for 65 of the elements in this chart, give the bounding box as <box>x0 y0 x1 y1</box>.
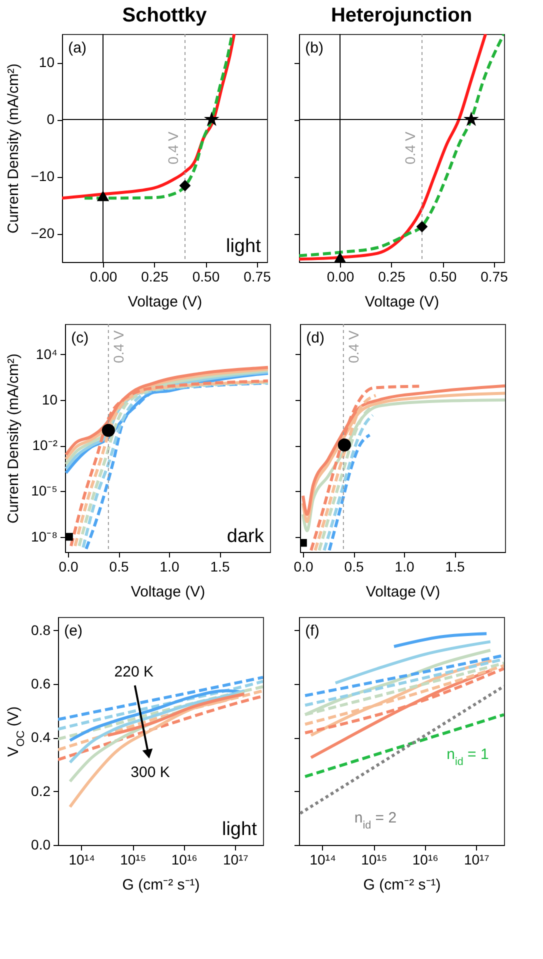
x-axis-title: G (cm⁻² s⁻¹) <box>363 876 441 894</box>
x-tick-label: 10¹⁵ <box>361 852 388 868</box>
x-tick-label: 0.0 <box>294 558 314 574</box>
x-tick-label: 0.75 <box>244 268 272 284</box>
annotation: (c) <box>71 330 89 347</box>
x-tick-label: 0.75 <box>480 268 508 284</box>
x-tick-label: 10¹⁷ <box>222 852 248 868</box>
annotation: light <box>222 819 258 840</box>
annotation: light <box>226 236 262 258</box>
y-tick-label: −10 <box>30 168 55 184</box>
x-tick-label: 0.5 <box>109 558 129 574</box>
y-axis-title: Current Density (mA/cm²) <box>5 353 22 524</box>
y-tick-label: 10⁻⁸ <box>31 528 58 544</box>
annotation: 300 K <box>130 764 170 782</box>
x-axis-title: Voltage (V) <box>130 584 206 600</box>
x-tick-label: 1.5 <box>445 558 465 574</box>
y-tick-label: 10⁻⁵ <box>31 482 58 499</box>
y-tick-label: 10⁴ <box>36 346 58 362</box>
chart-title: Schottky <box>122 4 208 26</box>
x-axis-title: Voltage (V) <box>364 294 440 310</box>
y-tick-label: 10 <box>42 392 58 408</box>
x-tick-label: 0.50 <box>429 268 457 284</box>
x-tick-label: 0.00 <box>326 268 354 284</box>
x-tick-label: 0.0 <box>58 558 78 574</box>
y-axis-title: Current Density (mA/cm²) <box>4 63 22 234</box>
x-tick-label: 10¹⁶ <box>412 852 438 868</box>
annotation: (a) <box>68 40 86 57</box>
y-tick-label: −20 <box>30 225 55 241</box>
x-tick-label: 1.0 <box>394 558 414 574</box>
x-tick-label: 10¹⁶ <box>171 852 198 868</box>
x-tick-label: 1.0 <box>160 558 180 574</box>
ref-line-label: 0.4 V <box>165 131 181 164</box>
ref-line-label: 0.4 V <box>110 330 126 364</box>
x-tick-label: 10¹⁴ <box>310 852 336 868</box>
chart-title: Heterojunction <box>330 4 472 26</box>
ref-line-label: 0.4 V <box>345 330 362 364</box>
y-tick-label: 0.6 <box>31 676 51 692</box>
y-tick-label: 0.0 <box>31 836 51 852</box>
x-tick-label: 0.5 <box>344 558 364 574</box>
annotation: (b) <box>305 40 324 57</box>
ref-line-label: 0.4 V <box>402 131 418 164</box>
y-tick-label: 0 <box>46 111 55 127</box>
annotation: (e) <box>64 622 82 640</box>
x-tick-label: 10¹⁴ <box>68 852 95 868</box>
x-tick-label: 0.25 <box>141 268 169 284</box>
y-tick-label: 0.2 <box>31 782 51 799</box>
x-tick-label: 10¹⁵ <box>120 852 146 868</box>
x-tick-label: 0.25 <box>378 268 406 284</box>
x-axis-title: G (cm⁻² s⁻¹) <box>122 876 200 894</box>
y-tick-label: 10⁻² <box>32 437 58 454</box>
x-tick-label: 0.00 <box>90 268 118 284</box>
x-tick-label: 0.50 <box>192 268 220 284</box>
series-label: n$_{id}$ = 1 <box>446 746 489 768</box>
y-tick-label: 0.4 <box>31 729 51 746</box>
x-tick-label: 1.5 <box>210 558 230 574</box>
annotation: (f) <box>305 622 320 640</box>
x-tick-label: 10¹⁷ <box>464 852 490 868</box>
series-label: n$_{id}$ = 2 <box>354 810 397 832</box>
x-axis-title: Voltage (V) <box>128 294 202 310</box>
x-axis-title: Voltage (V) <box>366 584 440 600</box>
annotation: (d) <box>306 330 324 347</box>
annotation: dark <box>226 526 264 548</box>
y-tick-label: 0.8 <box>31 622 51 638</box>
annotation: 220 K <box>114 664 154 681</box>
y-tick-label: 10 <box>38 54 55 70</box>
